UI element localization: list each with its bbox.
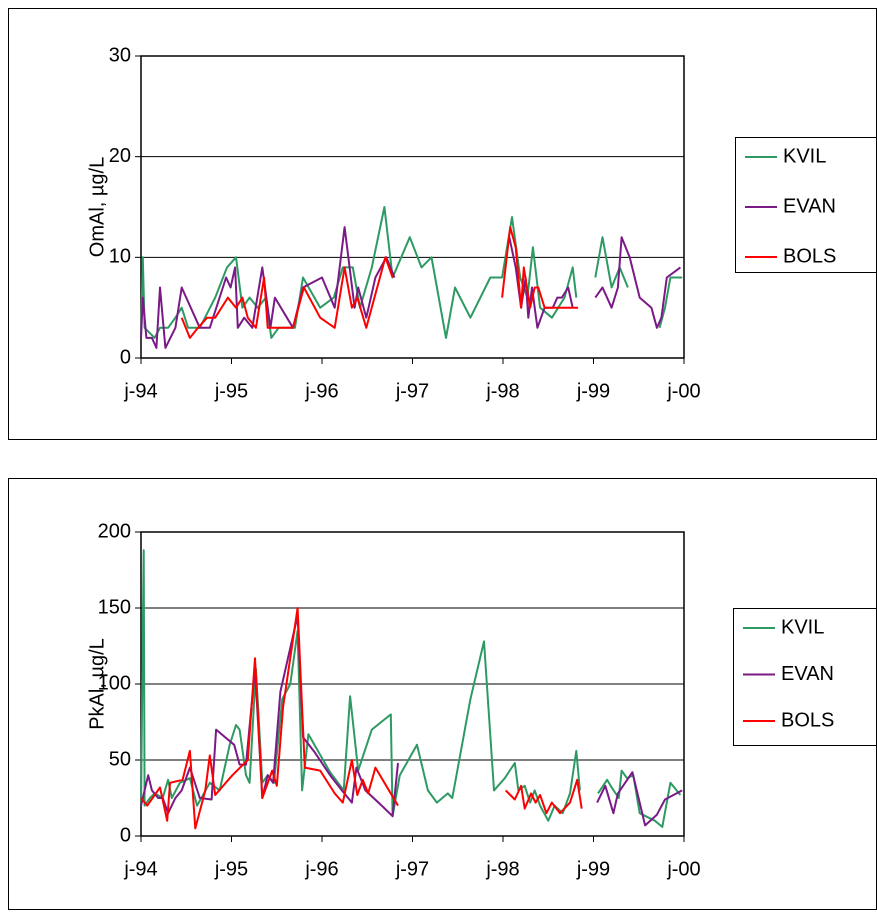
plot-area (140, 55, 685, 359)
x-tick-label: j-98 (485, 858, 519, 880)
y-tick-label: 50 (109, 748, 131, 770)
legend-box (735, 137, 877, 273)
chart-frame (8, 8, 877, 440)
y-tick-label: 0 (120, 346, 131, 368)
series-line (180, 226, 579, 339)
x-tick-label: j-94 (123, 380, 157, 402)
y-axis-label: OmAl, µg/L (86, 157, 108, 257)
x-tick-label: j-97 (395, 380, 429, 402)
x-tick-label: j-98 (485, 380, 519, 402)
y-tick-label: 30 (109, 44, 131, 66)
x-tick-label: j-94 (123, 858, 157, 880)
legend-label: KVIL (781, 616, 824, 638)
y-tick-label: 100 (98, 672, 131, 694)
y-tick-label: 0 (120, 824, 131, 846)
x-tick-label: j-99 (576, 380, 610, 402)
legend-label: EVAN (783, 195, 836, 217)
x-tick-label: j-00 (666, 858, 700, 880)
y-tick-label: 200 (98, 520, 131, 542)
legend-label: BOLS (781, 709, 834, 731)
series-line (140, 607, 583, 830)
chart-frame (8, 478, 877, 910)
x-tick-label: j-95 (214, 380, 248, 402)
legend-label: EVAN (781, 663, 834, 685)
plot-area (140, 531, 685, 837)
x-tick-label: j-95 (214, 858, 248, 880)
legend-label: BOLS (783, 245, 836, 267)
legend-label: KVIL (783, 145, 826, 167)
x-tick-label: j-96 (304, 858, 338, 880)
x-tick-label: j-96 (304, 380, 338, 402)
y-tick-label: 150 (98, 596, 131, 618)
x-tick-label: j-00 (666, 380, 700, 402)
y-axis-label: PkAl, µg/L (86, 638, 108, 730)
x-tick-label: j-97 (395, 858, 429, 880)
y-tick-label: 20 (109, 145, 131, 167)
legend-box (733, 608, 877, 746)
x-tick-label: j-99 (576, 858, 610, 880)
y-tick-label: 10 (109, 246, 131, 268)
